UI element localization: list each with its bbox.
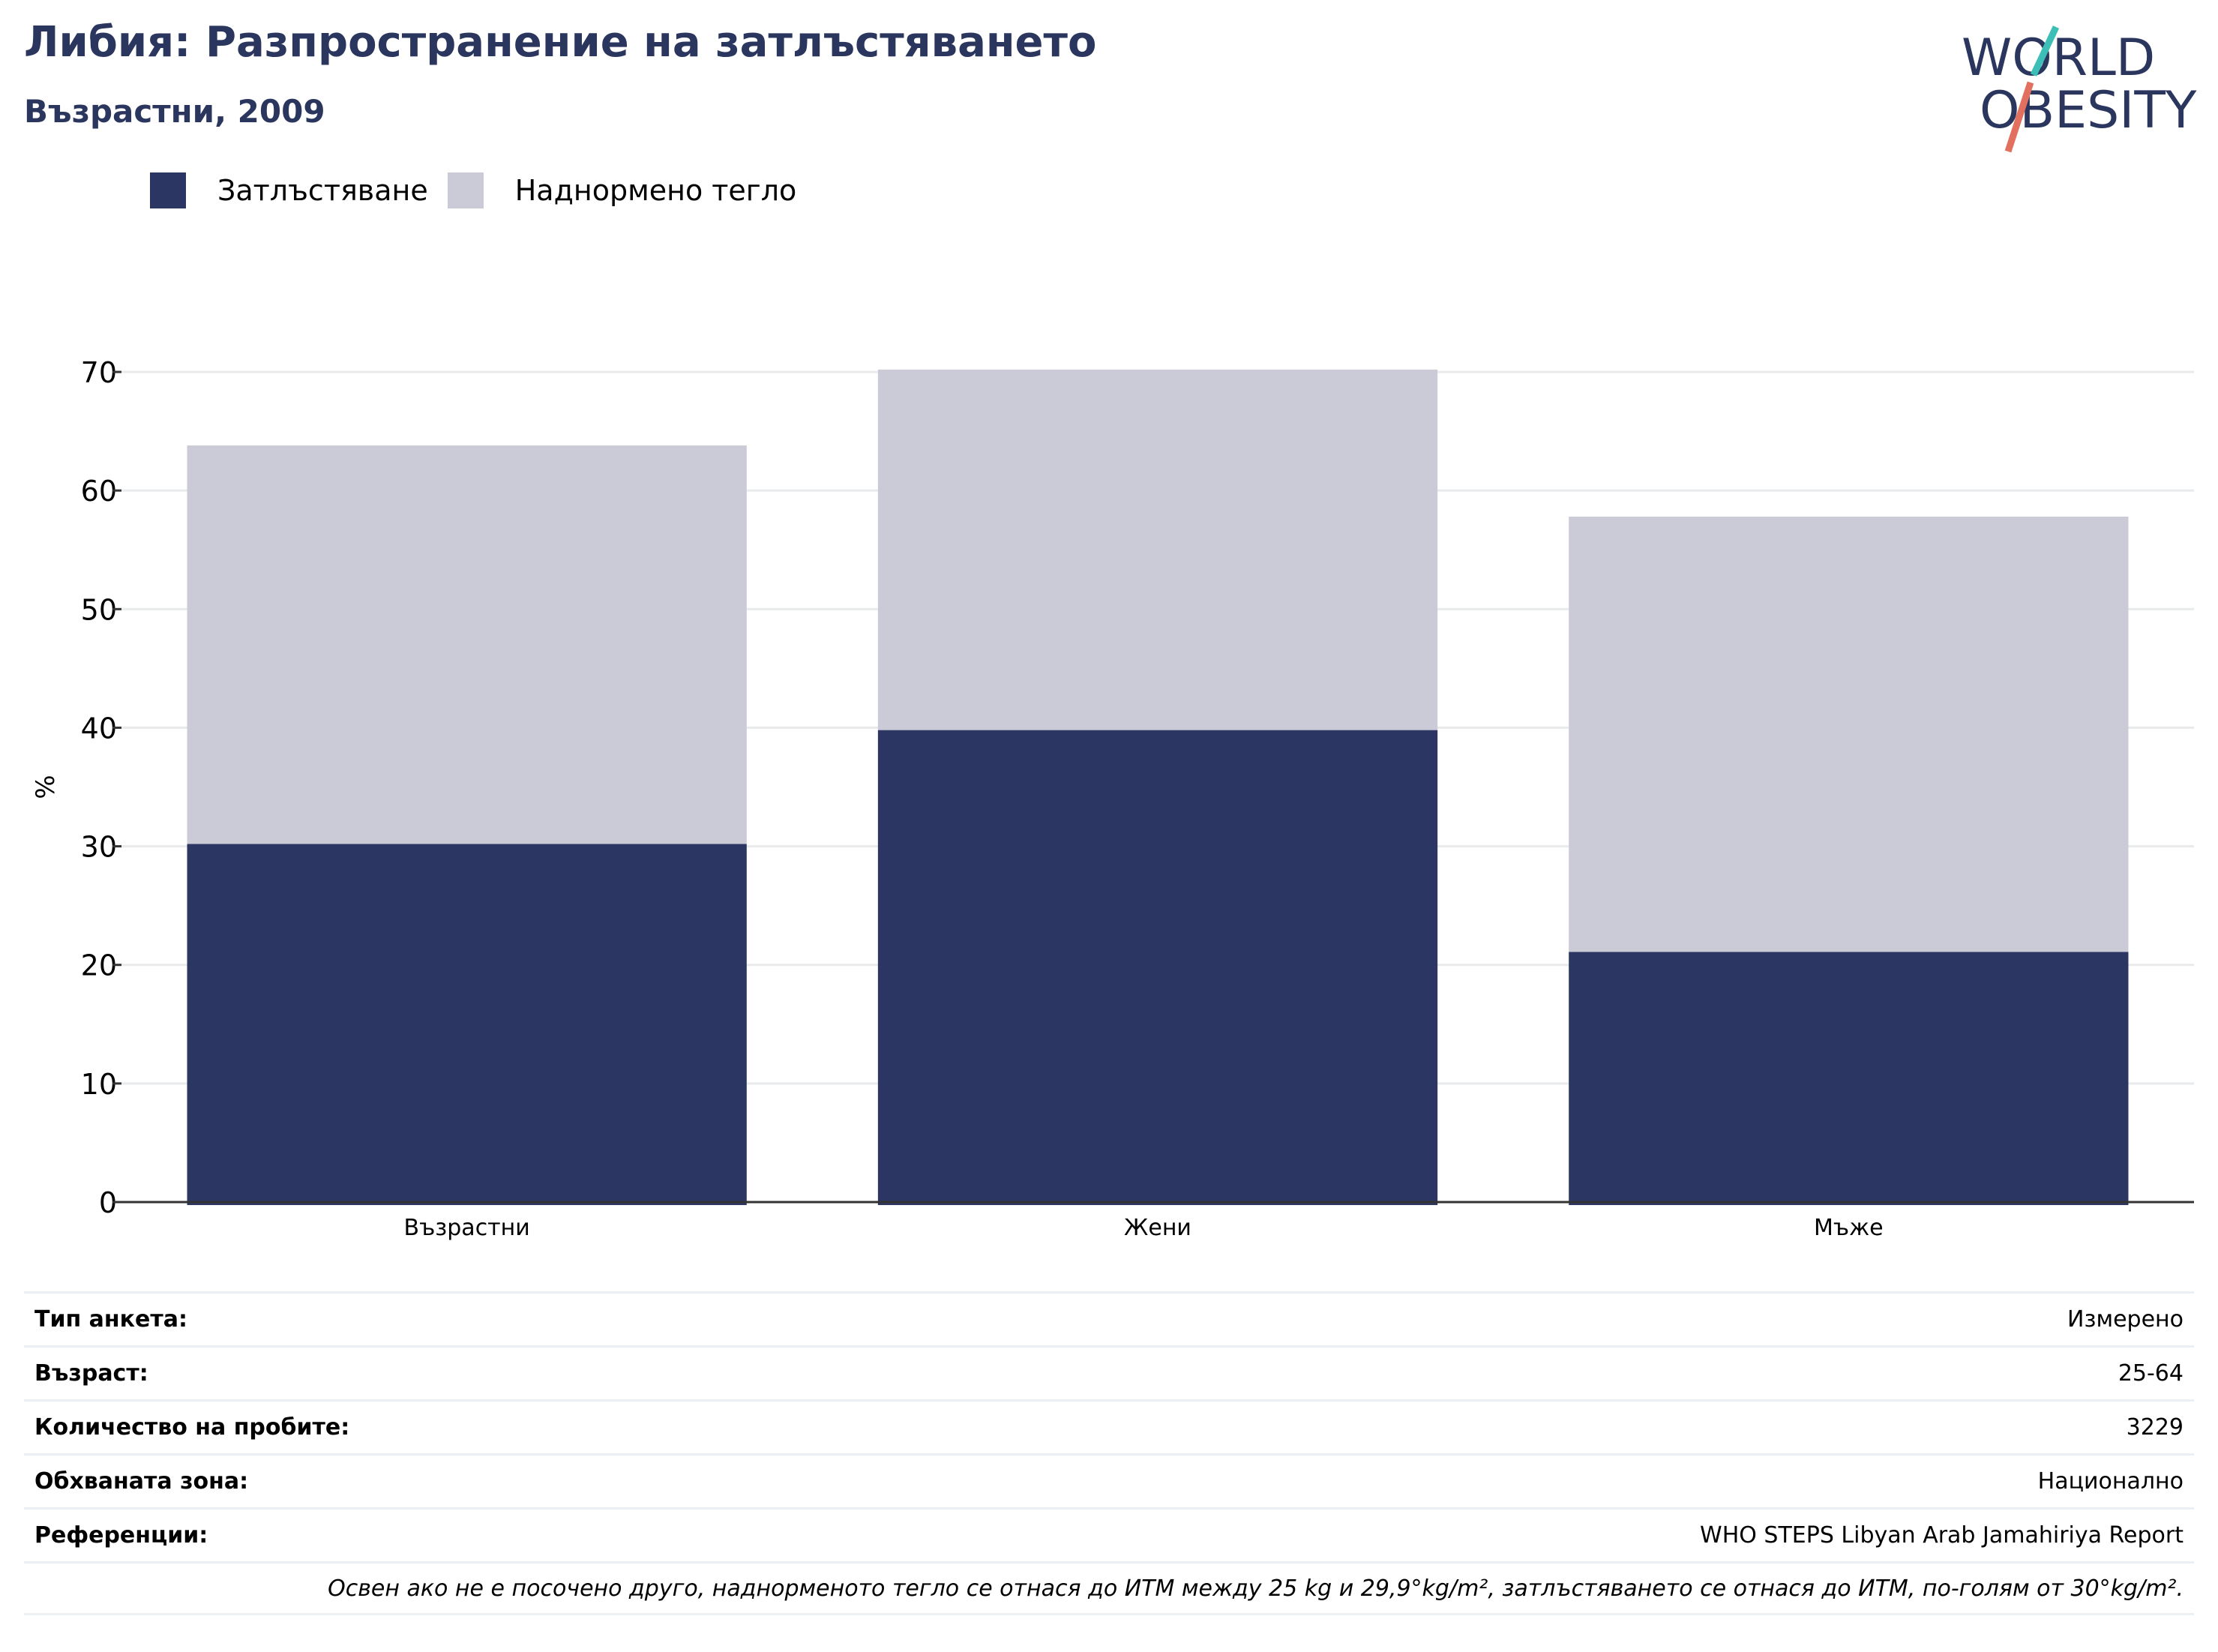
- legend-label-obesity: Затлъстяване: [217, 174, 428, 207]
- logo-text-world: WORLD: [1962, 28, 2155, 88]
- chart-title: Либия: Разпространение на затлъстяването: [24, 18, 1097, 67]
- legend-item-obesity[interactable]: Затлъстяване: [150, 172, 428, 208]
- y-tick-label: 60: [81, 475, 117, 508]
- info-row-sample-size: Количество на пробите: 3229: [24, 1399, 2194, 1453]
- info-value: Измерено: [2067, 1306, 2184, 1333]
- bar-obesity: [877, 730, 1438, 1205]
- y-tick-label: 50: [81, 593, 117, 626]
- survey-info-table: Тип анкета: Измерено Възраст: 25-64 Коли…: [24, 1291, 2194, 1615]
- y-tick-label: 40: [81, 712, 117, 745]
- info-row-footnote: Освен ако не е посочено друго, наднормен…: [24, 1561, 2194, 1615]
- info-label: Тип анкета:: [34, 1306, 187, 1333]
- legend-swatch-obesity: [150, 172, 186, 208]
- x-tick-label: Жени: [1124, 1215, 1191, 1241]
- legend: Затлъстяване Наднормено тегло: [150, 172, 816, 208]
- info-row-area: Обхваната зона: Национално: [24, 1453, 2194, 1507]
- bar-overweight: [877, 369, 1438, 730]
- x-tick-label: Мъже: [1814, 1215, 1884, 1241]
- info-label: Референции:: [34, 1522, 208, 1549]
- y-axis-label: %: [31, 775, 61, 799]
- info-row-survey-type: Тип анкета: Измерено: [24, 1291, 2194, 1345]
- legend-label-overweight: Наднормено тегло: [514, 174, 797, 207]
- footnote: Освен ако не е посочено друго, наднормен…: [328, 1575, 2184, 1602]
- bar-obesity: [1569, 952, 2129, 1205]
- y-tick-label: 70: [81, 356, 117, 389]
- info-label: Възраст:: [34, 1360, 148, 1387]
- info-row-age: Възраст: 25-64: [24, 1345, 2194, 1399]
- bar-overweight: [187, 445, 747, 844]
- logo-stroke-teal: [2030, 25, 2060, 76]
- info-row-references: Референции: WHO STEPS Libyan Arab Jamahi…: [24, 1507, 2194, 1561]
- info-value: WHO STEPS Libyan Arab Jamahiriya Report: [1700, 1522, 2184, 1549]
- logo-stroke-red: [2004, 81, 2034, 153]
- info-label: Обхваната зона:: [34, 1468, 249, 1495]
- chart-subtitle: Възрастни, 2009: [24, 93, 325, 130]
- x-tick-label: Възрастни: [404, 1215, 530, 1241]
- y-tick-label: 20: [81, 949, 117, 982]
- y-tick-label: 10: [81, 1068, 117, 1101]
- bar-overweight: [1569, 516, 2129, 952]
- info-value: Национално: [2037, 1468, 2184, 1495]
- legend-item-overweight[interactable]: Наднормено тегло: [447, 172, 797, 208]
- info-label: Количество на пробите:: [34, 1414, 350, 1441]
- bar-obesity: [187, 844, 747, 1205]
- y-tick-label: 30: [81, 831, 117, 864]
- world-obesity-logo: WORLD OBESITY: [1962, 25, 2197, 153]
- info-value: 25-64: [2118, 1360, 2184, 1387]
- info-value: 3229: [2126, 1414, 2184, 1441]
- legend-swatch-overweight: [447, 172, 484, 208]
